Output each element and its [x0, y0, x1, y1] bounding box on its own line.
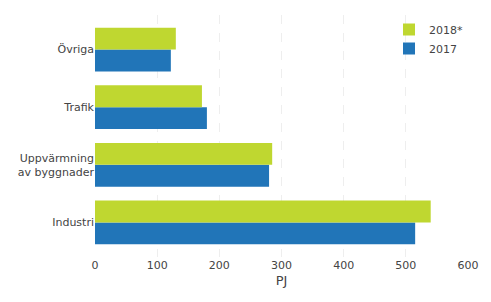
svg-text:100: 100 [147, 259, 168, 272]
svg-text:200: 200 [209, 259, 230, 272]
svg-text:500: 500 [395, 259, 416, 272]
svg-text:Trafik: Trafik [63, 101, 94, 114]
svg-text:600: 600 [458, 259, 479, 272]
svg-text:2017: 2017 [429, 43, 457, 56]
svg-text:2018*: 2018* [429, 24, 463, 37]
svg-text:300: 300 [271, 259, 292, 272]
svg-text:0: 0 [92, 259, 99, 272]
svg-text:Uppvärmningav byggnader: Uppvärmningav byggnader [18, 152, 95, 179]
svg-text:Övriga: Övriga [58, 43, 94, 56]
svg-text:Industri: Industri [52, 216, 94, 229]
svg-text:400: 400 [333, 259, 354, 272]
svg-text:PJ: PJ [276, 273, 288, 288]
